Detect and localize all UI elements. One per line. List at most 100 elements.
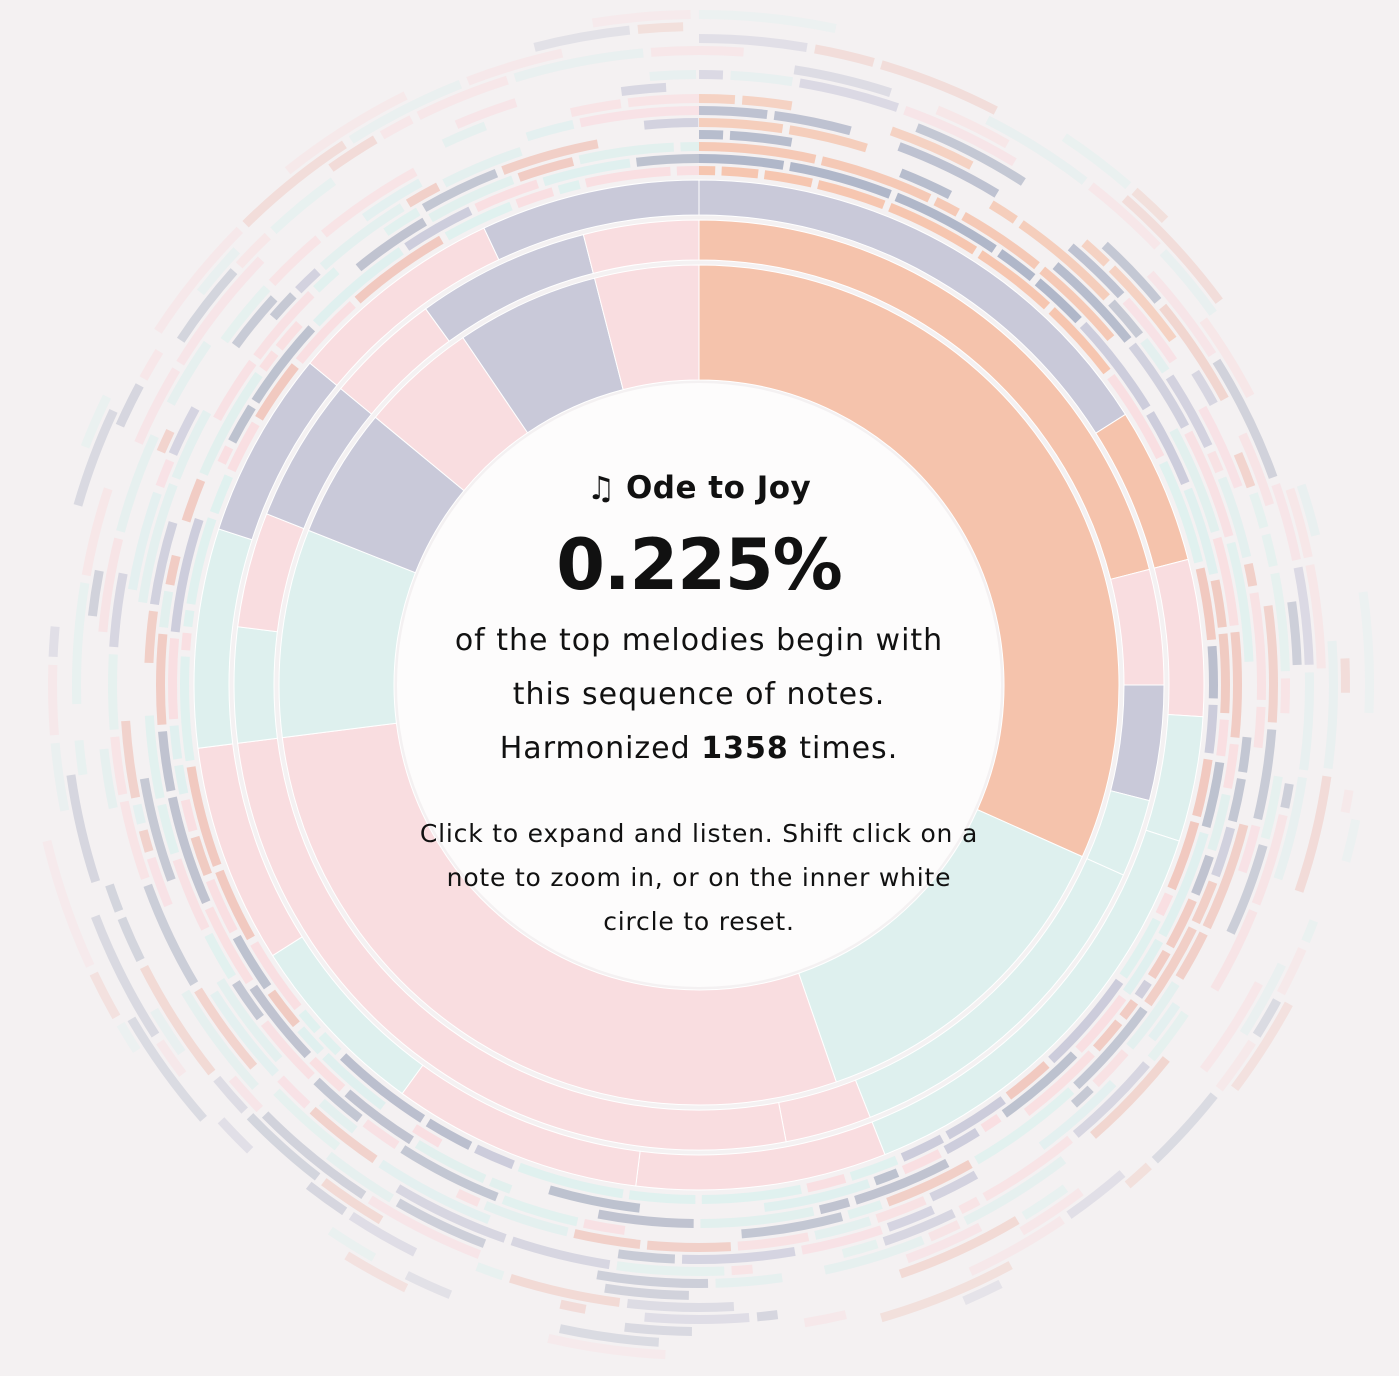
outer-ring-segment-169[interactable]: [988, 200, 1018, 224]
outer-ring-segment-292[interactable]: [699, 70, 724, 80]
outer-ring-segment-163[interactable]: [313, 267, 340, 293]
outer-ring-segment-392[interactable]: [127, 1016, 207, 1122]
outer-ring-segment-211[interactable]: [1238, 824, 1261, 874]
outer-ring-segment-376[interactable]: [242, 140, 347, 228]
outer-ring-segment-82[interactable]: [217, 445, 234, 465]
outer-ring-segment-221[interactable]: [210, 990, 279, 1077]
outer-ring-segment-335[interactable]: [985, 115, 1088, 185]
outer-ring-segment-234[interactable]: [741, 95, 793, 111]
outer-ring-segment-250[interactable]: [882, 1209, 956, 1246]
outer-ring-segment-339[interactable]: [1323, 640, 1338, 770]
outer-ring-segment-184[interactable]: [929, 1170, 979, 1202]
outer-ring-segment-307[interactable]: [87, 569, 104, 617]
outer-ring-segment-7[interactable]: [1048, 307, 1111, 375]
outer-ring-segment-152[interactable]: [313, 1077, 363, 1123]
outer-ring-segment-168[interactable]: [788, 125, 868, 153]
outer-ring-segment-141[interactable]: [1191, 880, 1218, 925]
outer-ring-segment-299[interactable]: [1293, 566, 1314, 665]
outer-ring-segment-205[interactable]: [897, 142, 1000, 198]
outer-ring-segment-87[interactable]: [474, 179, 539, 212]
outer-ring-segment-176[interactable]: [1243, 562, 1258, 587]
outer-ring-segment-233[interactable]: [699, 94, 736, 105]
outer-ring-segment-130[interactable]: [680, 142, 699, 152]
outer-ring-segment-259[interactable]: [119, 800, 150, 880]
outer-ring-segment-14[interactable]: [1167, 821, 1200, 891]
outer-ring-segment-379[interactable]: [1061, 133, 1132, 190]
outer-ring-segment-174[interactable]: [1207, 450, 1224, 474]
outer-ring-segment-356[interactable]: [513, 48, 644, 83]
outer-ring-segment-212[interactable]: [1148, 1002, 1181, 1042]
outer-ring-segment-261[interactable]: [108, 654, 119, 730]
outer-ring-segment-240[interactable]: [1249, 492, 1269, 529]
outer-ring-segment-281[interactable]: [715, 1273, 783, 1288]
outer-ring-segment-114[interactable]: [309, 1056, 346, 1092]
outer-ring-segment-254[interactable]: [510, 1236, 611, 1270]
outer-ring-segment-278[interactable]: [963, 1156, 1067, 1225]
outer-ring-segment-48[interactable]: [699, 154, 785, 170]
outer-ring-segment-148[interactable]: [583, 1218, 626, 1235]
outer-ring-segment-140[interactable]: [1211, 826, 1236, 878]
outer-ring-segment-391[interactable]: [327, 1226, 377, 1262]
outer-ring-segment-385[interactable]: [1215, 1039, 1257, 1092]
outer-ring-segment-388[interactable]: [879, 1261, 1013, 1323]
outer-ring-segment-165[interactable]: [421, 168, 499, 212]
outer-ring-segment-15[interactable]: [1155, 892, 1174, 917]
outer-ring-segment-246[interactable]: [1147, 1010, 1189, 1062]
outer-ring-segment-75[interactable]: [205, 878, 238, 934]
outer-ring-segment-25[interactable]: [517, 1162, 624, 1199]
outer-ring-segment-270[interactable]: [1101, 241, 1162, 304]
outer-ring-segment-401[interactable]: [962, 1279, 1003, 1305]
outer-ring-segment-45[interactable]: [557, 180, 581, 195]
outer-ring-segment-154[interactable]: [232, 980, 264, 1021]
outer-ring-segment-219[interactable]: [309, 1106, 378, 1164]
outer-ring-segment-11[interactable]: [1207, 645, 1218, 699]
outer-ring-segment-227[interactable]: [155, 458, 175, 489]
outer-ring-segment-369[interactable]: [156, 1039, 187, 1077]
outer-ring-segment-283[interactable]: [395, 1198, 487, 1248]
outer-ring-segment-337[interactable]: [1159, 249, 1217, 316]
outer-ring-segment-62[interactable]: [1075, 994, 1127, 1053]
outer-ring-segment-28[interactable]: [339, 1053, 426, 1123]
outer-ring-segment-232[interactable]: [579, 106, 699, 128]
outer-ring-segment-8[interactable]: [1107, 374, 1165, 460]
outer-ring-segment-266[interactable]: [321, 167, 418, 238]
outer-ring-segment-131[interactable]: [699, 130, 724, 140]
outer-ring-segment-153[interactable]: [260, 1020, 315, 1080]
outer-ring-segment-52[interactable]: [1034, 278, 1082, 324]
outer-ring-segment-298[interactable]: [1271, 483, 1301, 561]
outer-ring-segment-18[interactable]: [1005, 1061, 1050, 1100]
outer-ring-segment-333[interactable]: [270, 177, 337, 234]
outer-ring-segment-138[interactable]: [1238, 736, 1252, 773]
outer-ring-segment-93[interactable]: [961, 212, 1040, 270]
outer-ring-segment-226[interactable]: [128, 491, 162, 591]
outer-ring-segment-56[interactable]: [1210, 579, 1227, 628]
outer-ring-segment-150[interactable]: [400, 1145, 499, 1202]
outer-ring-segment-353[interactable]: [328, 135, 378, 172]
outer-ring-segment-280[interactable]: [823, 1235, 925, 1275]
outer-ring-segment-349[interactable]: [66, 774, 101, 883]
outer-ring-segment-51[interactable]: [997, 249, 1036, 282]
outer-ring-segment-225[interactable]: [121, 720, 141, 799]
outer-ring-segment-112[interactable]: [414, 1140, 487, 1184]
outer-ring-segment-202[interactable]: [643, 118, 699, 130]
outer-ring-segment-230[interactable]: [362, 178, 423, 222]
outer-ring-segment-188[interactable]: [646, 1240, 732, 1252]
outer-ring-segment-63[interactable]: [1001, 1051, 1078, 1118]
outer-ring-segment-73[interactable]: [267, 989, 300, 1028]
outer-ring-segment-185[interactable]: [875, 1196, 927, 1223]
outer-ring-segment-121[interactable]: [165, 554, 181, 586]
outer-ring-segment-111[interactable]: [489, 1177, 513, 1194]
outer-ring-segment-303[interactable]: [604, 1283, 689, 1300]
outer-ring-segment-47[interactable]: [676, 166, 699, 176]
outer-ring-segment-71[interactable]: [322, 1052, 386, 1110]
outer-ring-segment-46[interactable]: [584, 166, 671, 188]
outer-ring-segment-322[interactable]: [321, 1178, 384, 1225]
outer-ring-segment-61[interactable]: [1122, 938, 1164, 995]
outer-ring-segment-83[interactable]: [228, 404, 256, 444]
outer-ring-segment-159[interactable]: [144, 610, 158, 664]
outer-ring-segment-302[interactable]: [905, 1222, 983, 1264]
outer-ring-segment-99[interactable]: [1207, 793, 1231, 852]
outer-ring-segment-364[interactable]: [1066, 1170, 1126, 1219]
outer-ring-segment-237[interactable]: [1108, 265, 1177, 343]
outer-ring-segment-258[interactable]: [143, 883, 199, 986]
